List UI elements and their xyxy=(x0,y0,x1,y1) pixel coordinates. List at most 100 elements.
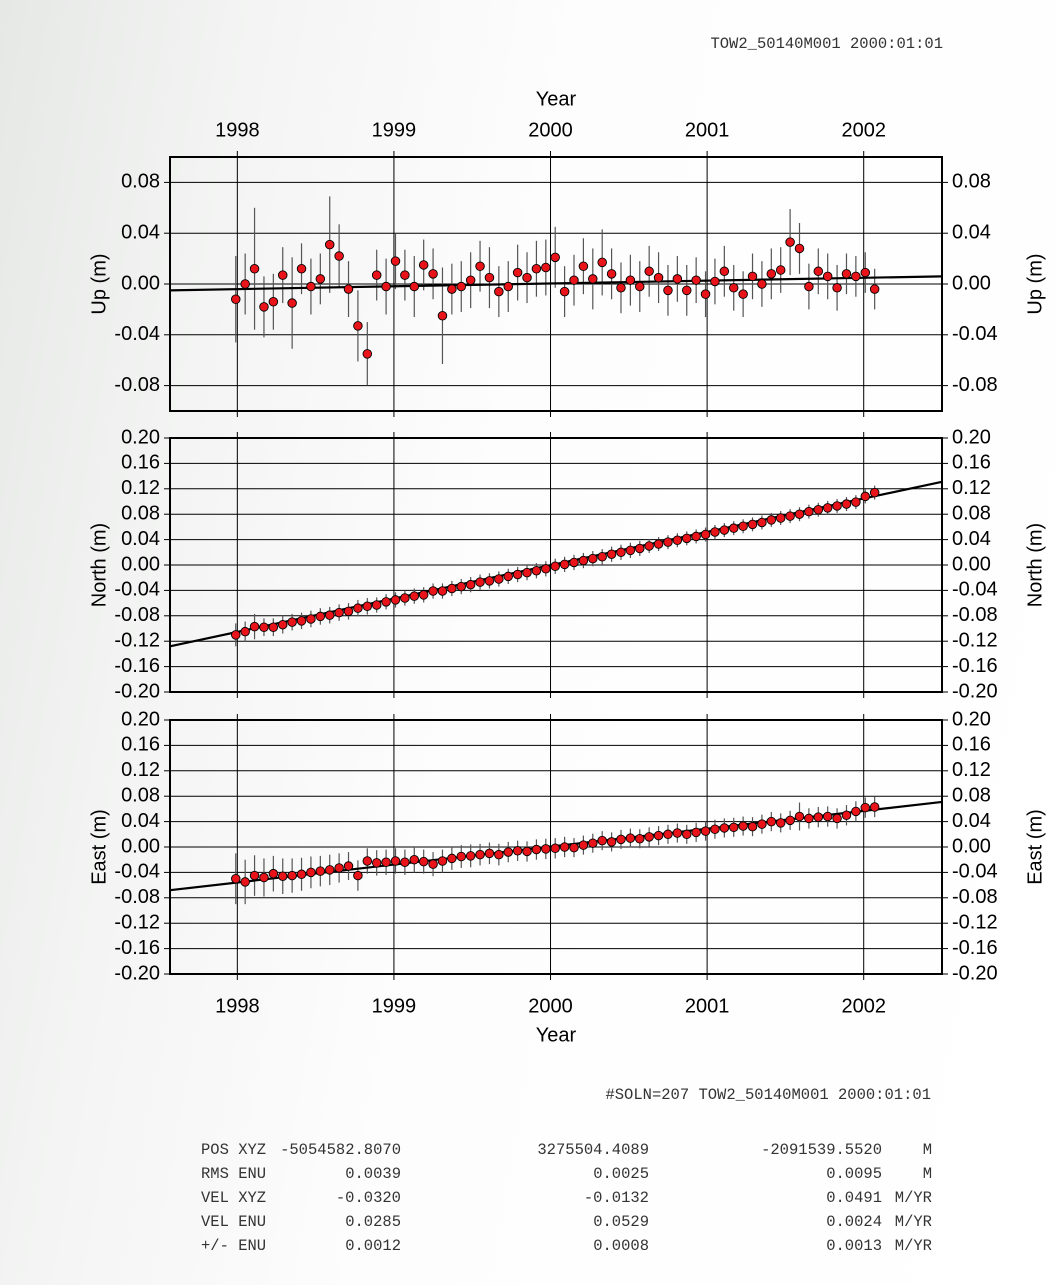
summary-cell: 0.0008 xyxy=(593,1237,649,1255)
data-point xyxy=(504,848,513,857)
data-point xyxy=(513,268,522,277)
x-tick-label: 2000 xyxy=(528,119,573,141)
data-point xyxy=(419,261,428,270)
summary-cell: VEL ENU xyxy=(201,1213,266,1231)
summary-cell: M/YR xyxy=(895,1237,932,1255)
data-point xyxy=(767,817,776,826)
y-tick-label-right: 0.16 xyxy=(952,452,991,474)
y-axis-title-right: North (m) xyxy=(1024,523,1046,607)
data-point xyxy=(504,282,513,291)
data-point xyxy=(532,264,541,273)
data-point xyxy=(579,841,588,850)
data-point xyxy=(429,860,438,869)
data-point xyxy=(748,822,757,831)
data-point xyxy=(372,601,381,610)
data-point xyxy=(542,845,551,854)
data-point xyxy=(861,268,870,277)
data-point xyxy=(701,530,710,539)
y-tick-label-right: -0.12 xyxy=(952,911,998,933)
data-point xyxy=(692,828,701,837)
y-tick-label-right: -0.16 xyxy=(952,937,998,959)
data-point xyxy=(635,544,644,553)
data-point xyxy=(250,264,259,273)
data-point xyxy=(241,627,250,636)
data-point xyxy=(513,847,522,856)
y-tick-label-right: 0.12 xyxy=(952,477,991,499)
data-point xyxy=(701,290,710,299)
data-point xyxy=(682,830,691,839)
y-axis-title-right: East (m) xyxy=(1024,809,1046,885)
summary-cell: 0.0013 xyxy=(826,1237,882,1255)
data-point xyxy=(748,520,757,529)
summary-cell: M xyxy=(923,1165,932,1183)
data-point xyxy=(344,862,353,871)
y-tick-label: -0.12 xyxy=(114,911,160,933)
data-point xyxy=(391,257,400,266)
data-point xyxy=(344,607,353,616)
y-tick-label: -0.08 xyxy=(114,374,160,396)
data-point xyxy=(495,575,504,584)
data-point xyxy=(485,577,494,586)
data-point xyxy=(852,807,861,816)
data-point xyxy=(551,844,560,853)
data-point xyxy=(231,874,240,883)
data-point xyxy=(307,615,316,624)
data-point xyxy=(701,827,710,836)
summary-cell: -2091539.5520 xyxy=(761,1141,882,1159)
data-point xyxy=(758,280,767,289)
data-point xyxy=(635,834,644,843)
station-header: TOW2_50140M001 2000:01:01 xyxy=(710,35,943,53)
data-point xyxy=(457,582,466,591)
y-tick-label: 0.04 xyxy=(121,221,160,243)
y-tick-label: 0.08 xyxy=(121,171,160,193)
summary-cell: 0.0025 xyxy=(593,1165,649,1183)
data-point xyxy=(382,858,391,867)
data-point xyxy=(617,835,626,844)
y-tick-label-right: -0.16 xyxy=(952,655,998,677)
data-point xyxy=(598,258,607,267)
data-point xyxy=(354,871,363,880)
data-point xyxy=(588,275,597,284)
y-tick-label-right: -0.08 xyxy=(952,604,998,626)
data-point xyxy=(372,859,381,868)
data-point xyxy=(495,850,504,859)
data-point xyxy=(711,277,720,286)
data-point xyxy=(278,620,287,629)
data-point xyxy=(250,622,259,631)
y-tick-label: 0.04 xyxy=(121,810,160,832)
data-point xyxy=(607,270,616,279)
data-point xyxy=(260,873,269,882)
y-tick-label-right: 0.00 xyxy=(952,553,991,575)
data-point xyxy=(617,548,626,557)
data-point xyxy=(438,587,447,596)
data-point xyxy=(805,814,814,823)
data-point xyxy=(617,284,626,293)
y-tick-label: -0.16 xyxy=(114,937,160,959)
data-point xyxy=(692,532,701,541)
data-point xyxy=(354,604,363,613)
data-point xyxy=(673,536,682,545)
x-axis-title: Year xyxy=(536,1024,577,1046)
data-point xyxy=(814,267,823,276)
data-point xyxy=(823,812,832,821)
data-point xyxy=(438,857,447,866)
data-point xyxy=(833,814,842,823)
data-point xyxy=(739,522,748,531)
data-point xyxy=(664,538,673,547)
data-point xyxy=(823,504,832,513)
data-point xyxy=(532,845,541,854)
data-point xyxy=(833,502,842,511)
data-point xyxy=(344,285,353,294)
data-point xyxy=(842,270,851,279)
data-point xyxy=(269,623,278,632)
data-point xyxy=(504,572,513,581)
y-tick-label-right: 0.04 xyxy=(952,528,991,550)
data-point xyxy=(664,286,673,295)
y-tick-label-right: 0.12 xyxy=(952,759,991,781)
data-point xyxy=(598,552,607,561)
data-point xyxy=(560,560,569,569)
data-point xyxy=(278,872,287,881)
data-point xyxy=(363,602,372,611)
data-point xyxy=(729,823,738,832)
y-tick-label-right: 0.04 xyxy=(952,810,991,832)
